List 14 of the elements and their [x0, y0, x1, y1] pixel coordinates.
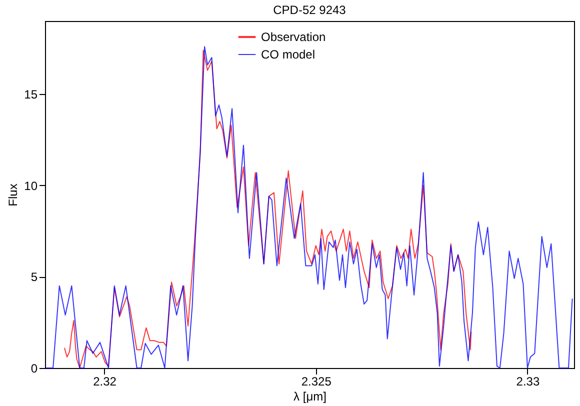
y-tick-label: 5	[30, 270, 38, 284]
legend-label: Observation	[261, 30, 326, 44]
x-tick-label: 2.33	[516, 374, 540, 388]
line-series	[64, 50, 472, 368]
legend-label: CO model	[261, 48, 316, 62]
x-tick-label: 2.325	[301, 374, 332, 388]
chart-title: CPD-52 9243	[273, 3, 346, 17]
y-tick-label: 0	[30, 362, 38, 376]
line-series	[45, 46, 573, 368]
y-tick-label: 15	[24, 88, 38, 102]
y-axis-title: Flux	[6, 184, 20, 206]
x-axis-title: λ [μm]	[294, 390, 326, 404]
y-tick-label: 10	[24, 178, 38, 193]
x-tick-label: 2.32	[93, 374, 117, 388]
